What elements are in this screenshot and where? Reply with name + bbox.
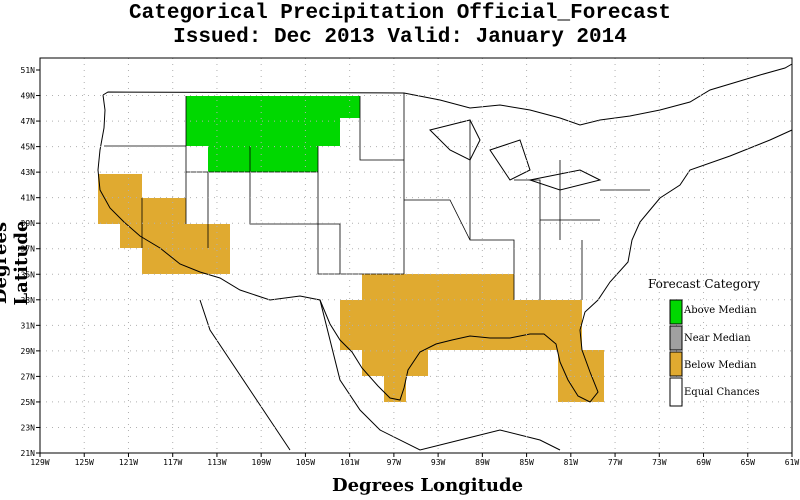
lon-tick-label: 117W — [163, 458, 182, 467]
lat-tick-label: 39N — [21, 219, 36, 228]
lat-tick-label: 45N — [21, 143, 36, 152]
lat-tick-label: 25N — [21, 398, 36, 407]
legend-label-equal: Equal Chances — [684, 387, 760, 398]
lat-tick-label: 33N — [21, 296, 36, 305]
longitude-tick-labels: 129W 125W 121W 117W 113W 109W 105W 101W 97W 93W 89… — [30, 453, 799, 467]
legend-swatch-below — [669, 351, 683, 377]
lat-tick-label: 21N — [21, 449, 36, 458]
lon-tick-label: 97W — [387, 458, 402, 467]
legend-swatch-equal — [669, 377, 683, 407]
lon-tick-label: 105W — [296, 458, 315, 467]
lon-tick-label: 101W — [340, 458, 359, 467]
plot-frame — [39, 57, 793, 454]
lon-tick-label: 65W — [741, 458, 756, 467]
lon-tick-label: 125W — [75, 458, 94, 467]
below-median-region — [98, 174, 604, 402]
above-median-region — [186, 96, 360, 172]
lat-tick-label: 31N — [21, 321, 36, 330]
lon-tick-label: 113W — [207, 458, 226, 467]
lon-tick-label: 61W — [785, 458, 800, 467]
x-axis-title: Degrees Longitude — [331, 475, 524, 496]
map-title: Categorical Precipitation Official_Forec… — [129, 2, 671, 25]
lat-tick-label: 49N — [21, 92, 36, 101]
lon-tick-label: 69W — [696, 458, 711, 467]
lon-tick-label: 89W — [475, 458, 490, 467]
lat-tick-label: 29N — [21, 347, 36, 356]
legend-label-above: Above Median — [683, 305, 757, 316]
above-median-area — [186, 96, 360, 172]
lat-tick-label: 51N — [21, 66, 36, 75]
lon-tick-label: 81W — [564, 458, 579, 467]
legend: Forecast Category Above Median Near Medi… — [648, 277, 760, 407]
below-median-west — [98, 174, 230, 274]
legend-swatch-above — [669, 299, 683, 325]
lon-tick-label: 73W — [652, 458, 667, 467]
lat-tick-label: 41N — [21, 194, 36, 203]
lon-tick-label: 129W — [30, 458, 49, 467]
lat-tick-label: 35N — [21, 270, 36, 279]
map-subtitle: Issued: Dec 2013 Valid: January 2014 — [173, 26, 627, 49]
y-axis-title: Degrees Latitude — [0, 220, 32, 306]
legend-label-near: Near Median — [684, 333, 751, 344]
lat-tick-label: 23N — [21, 423, 36, 432]
lon-tick-label: 77W — [608, 458, 623, 467]
lat-tick-label: 37N — [21, 245, 36, 254]
legend-swatch-near — [669, 325, 683, 351]
great-lakes — [429, 119, 602, 191]
lat-tick-label: 47N — [21, 117, 36, 126]
lon-tick-label: 85W — [519, 458, 534, 467]
us-outline — [97, 63, 793, 403]
legend-title: Forecast Category — [648, 277, 760, 291]
below-median-south — [340, 274, 604, 402]
lat-tick-label: 43N — [21, 168, 36, 177]
lon-tick-label: 109W — [252, 458, 271, 467]
legend-label-below: Below Median — [684, 360, 757, 371]
lon-tick-label: 93W — [431, 458, 446, 467]
lon-tick-label: 121W — [119, 458, 138, 467]
latitude-tick-labels: 51N 49N 47N 45N 43N 41N 39N 37N 35N 33N 31N 29N 27N 2… — [21, 66, 40, 458]
lat-tick-label: 27N — [21, 372, 36, 381]
